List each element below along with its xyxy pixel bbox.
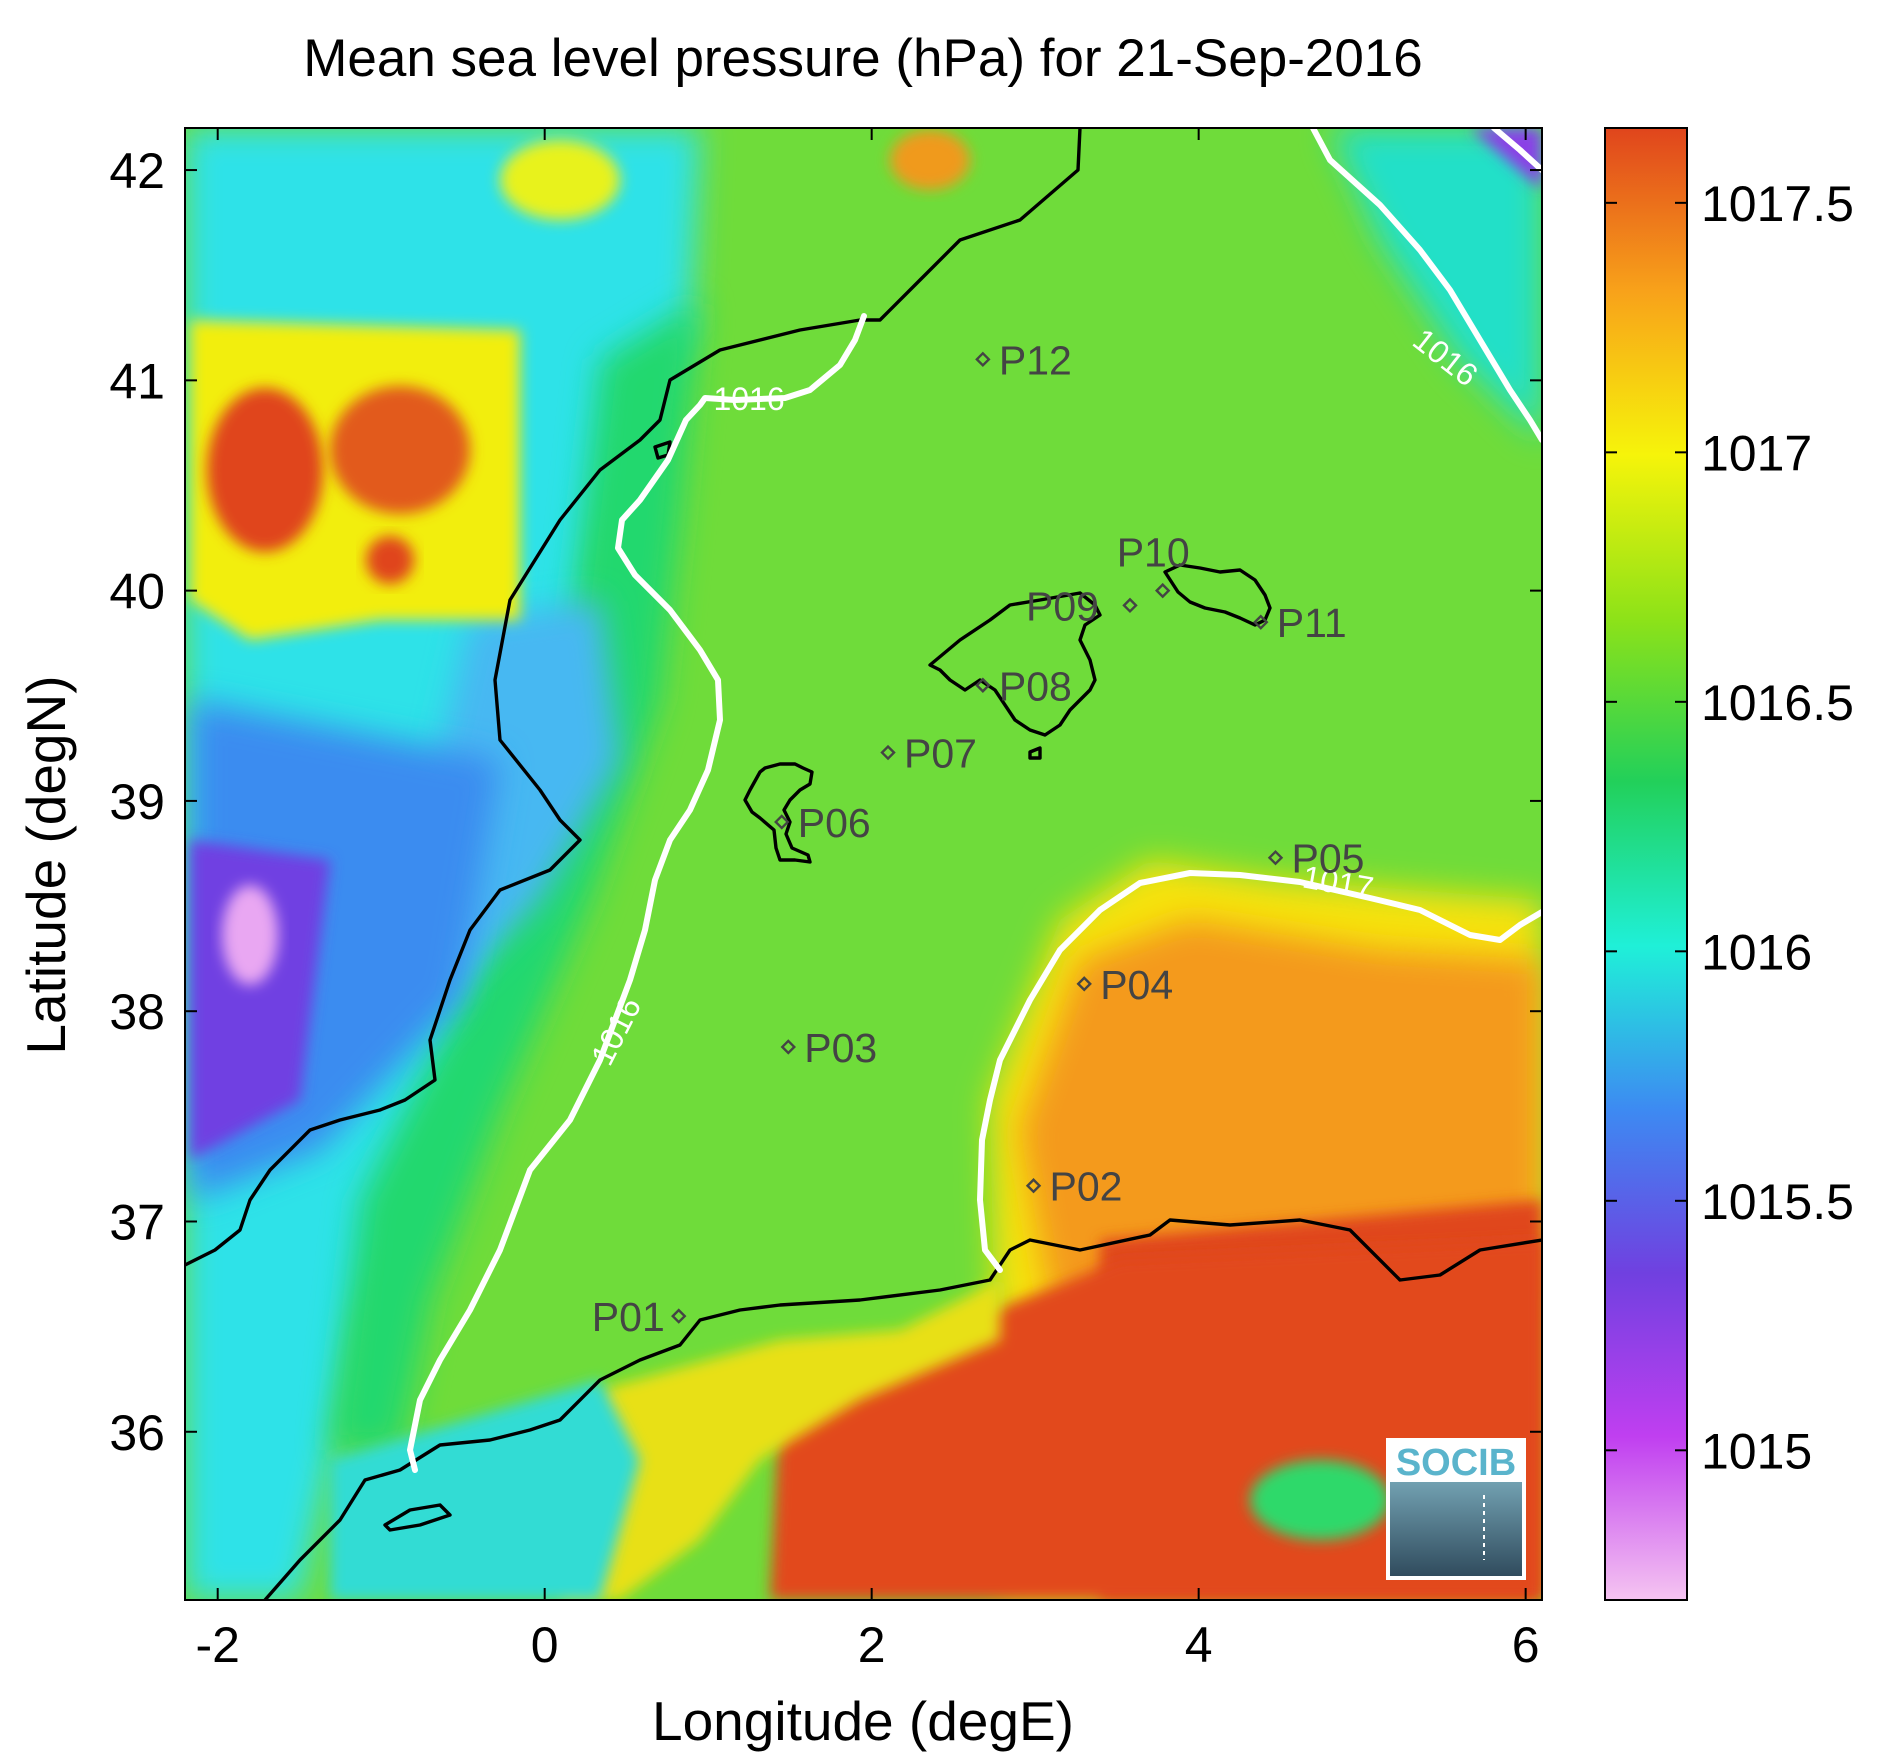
- logo-top-band: [1390, 1442, 1522, 1482]
- station-marker-icon: [1267, 849, 1284, 866]
- station-p03: P03: [780, 1025, 877, 1071]
- station-marker-icon: [774, 814, 790, 830]
- station-label: P09: [1026, 583, 1099, 629]
- cabrera-island: [1028, 746, 1042, 760]
- x-tick-label: 4: [1185, 1617, 1213, 1673]
- station-p02: P02: [1025, 1164, 1123, 1210]
- station-marker-icon: [1154, 582, 1171, 599]
- colorbar-tick-label: 1016.5: [1701, 675, 1854, 731]
- colorbar-tick-label: 1015: [1701, 1423, 1812, 1479]
- station-p05: P05: [1267, 836, 1365, 882]
- field-blob-n-orange: [890, 130, 970, 190]
- field-blob-africa-yellow: [560, 1280, 1000, 1600]
- field-blob-africa-cyan: [330, 1380, 640, 1600]
- station-label: P10: [1117, 530, 1190, 576]
- station-label: P02: [1050, 1164, 1123, 1210]
- contour-1017: [977, 870, 1542, 1273]
- y-tick-label: 41: [109, 353, 165, 409]
- station-marker-icon: [671, 1308, 687, 1324]
- station-marker-icon: [1076, 976, 1092, 992]
- contour-1016-corner: [1491, 128, 1542, 173]
- field-blob-ne-purple: [1470, 128, 1542, 190]
- mallorca-island: [928, 591, 1102, 737]
- y-tick-label: 38: [109, 984, 165, 1040]
- station-label: P04: [1100, 962, 1173, 1008]
- contour-label: 1016: [713, 381, 784, 417]
- station-marker-icon: [880, 744, 896, 761]
- y-tick-label: 37: [109, 1194, 165, 1250]
- station-p09: P09: [1026, 583, 1138, 629]
- colorbar-tick-label: 1016: [1701, 924, 1812, 980]
- station-label: P12: [999, 337, 1072, 383]
- station-p06: P06: [774, 800, 871, 846]
- colorbar-tick-label: 1015.5: [1701, 1174, 1854, 1230]
- colorbar-ticks: 1015 1015.5 1016 1016.5 1017 1017.5: [1605, 176, 1854, 1479]
- station-p01: P01: [592, 1294, 687, 1340]
- contours: [407, 128, 1542, 1473]
- field-blob-nw-red-3: [366, 536, 414, 584]
- station-marker-icon: [975, 677, 991, 693]
- colorbar-tick-label: 1017.5: [1701, 176, 1854, 232]
- field-blob-se-green: [1250, 1460, 1390, 1540]
- station-p07: P07: [880, 731, 977, 777]
- station-marker-icon: [1025, 1178, 1042, 1194]
- y-tick-label: 40: [109, 564, 165, 620]
- station-label: P01: [592, 1294, 665, 1340]
- station-markers: P01 P02 P03 P04 P05 P06 P07 P08 P09 P10 P11 P12: [592, 337, 1365, 1340]
- logo-text: SOCIB: [1396, 1442, 1516, 1484]
- station-label: P03: [804, 1025, 877, 1071]
- socib-logo: SOCIB: [1386, 1438, 1526, 1580]
- x-tick-label: -2: [195, 1617, 239, 1673]
- iberian-coastline: [185, 128, 1082, 1267]
- chart-title: Mean sea level pressure (hPa) for 21-Sep…: [303, 29, 1423, 88]
- field-blob-n-yellow: [500, 140, 620, 220]
- station-label: P06: [798, 800, 871, 846]
- y-tick-label: 36: [109, 1405, 165, 1461]
- station-label: P05: [1292, 836, 1365, 882]
- field-blob-nw-red-1: [207, 388, 323, 552]
- station-p08: P08: [975, 663, 1072, 709]
- station-label: P11: [1277, 600, 1347, 646]
- menorca-island: [1163, 563, 1272, 627]
- station-marker-icon: [1122, 597, 1138, 614]
- station-label: P08: [999, 663, 1072, 709]
- station-marker-icon: [975, 351, 991, 368]
- contour-1016-west: [407, 313, 867, 1473]
- ibiza-island: [743, 762, 814, 864]
- field-blob-nw-red-2: [330, 386, 470, 514]
- y-tick-label: 39: [109, 774, 165, 830]
- station-p12: P12: [975, 337, 1072, 383]
- x-tick-label: 2: [858, 1617, 886, 1673]
- x-axis-label: Longitude (degE): [652, 1690, 1074, 1752]
- station-p04: P04: [1076, 962, 1173, 1008]
- x-tick-label: 6: [1512, 1617, 1540, 1673]
- field-blob-magenta: [222, 885, 278, 985]
- field-blob-se-orange: [1020, 920, 1542, 1300]
- station-marker-icon: [1253, 614, 1269, 630]
- station-p10: P10: [1117, 530, 1190, 599]
- y-tick-label: 42: [109, 143, 165, 199]
- station-p11: P11: [1253, 600, 1347, 646]
- colorbar-tick-label: 1017: [1701, 425, 1812, 481]
- alboran-island: [383, 1503, 452, 1532]
- contour-1016-northeast: [1310, 128, 1542, 443]
- african-coastline: [263, 1218, 1542, 1600]
- station-marker-icon: [780, 1039, 796, 1055]
- coastlines: [185, 128, 1542, 1600]
- y-axis-label: Latitude (degN): [15, 675, 77, 1054]
- axes: -2 0 2 4 6 36 37 38 39 40 41 42: [109, 128, 1542, 1673]
- station-label: P07: [904, 731, 977, 777]
- colorbar-bar: [1604, 127, 1688, 1601]
- plot-frame: [184, 127, 1543, 1601]
- x-tick-label: 0: [531, 1617, 559, 1673]
